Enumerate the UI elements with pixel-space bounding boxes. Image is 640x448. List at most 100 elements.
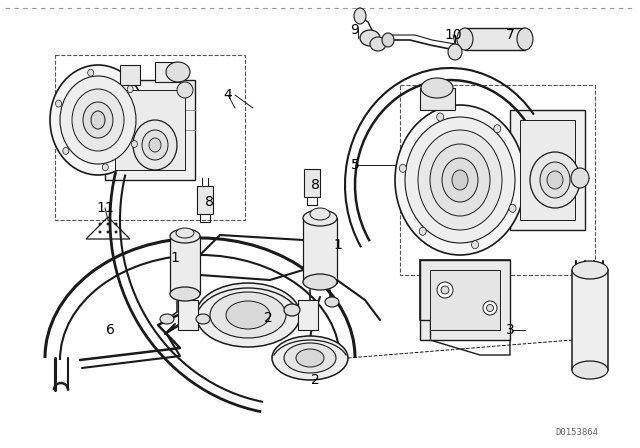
Ellipse shape bbox=[284, 343, 336, 373]
Ellipse shape bbox=[442, 158, 478, 202]
Text: 7: 7 bbox=[506, 28, 515, 42]
Ellipse shape bbox=[325, 297, 339, 307]
Ellipse shape bbox=[170, 287, 200, 301]
Text: 9: 9 bbox=[351, 23, 360, 37]
Bar bbox=[178, 300, 198, 330]
Ellipse shape bbox=[509, 204, 516, 212]
Ellipse shape bbox=[370, 37, 386, 51]
Ellipse shape bbox=[226, 301, 270, 329]
Ellipse shape bbox=[483, 301, 497, 315]
Bar bbox=[510, 110, 585, 230]
Text: 1: 1 bbox=[171, 251, 179, 265]
Bar bbox=[420, 260, 510, 340]
Ellipse shape bbox=[196, 314, 210, 324]
Ellipse shape bbox=[160, 314, 174, 324]
Text: 8: 8 bbox=[205, 195, 213, 209]
Ellipse shape bbox=[540, 162, 570, 198]
Text: 10: 10 bbox=[444, 28, 462, 42]
Text: 6: 6 bbox=[106, 323, 115, 337]
Bar bbox=[430, 270, 500, 330]
Ellipse shape bbox=[107, 231, 109, 233]
Ellipse shape bbox=[303, 210, 337, 226]
Ellipse shape bbox=[360, 30, 380, 46]
Text: 2: 2 bbox=[264, 311, 273, 325]
Ellipse shape bbox=[437, 282, 453, 298]
Ellipse shape bbox=[83, 102, 113, 138]
Ellipse shape bbox=[486, 305, 493, 311]
Ellipse shape bbox=[131, 141, 138, 147]
Ellipse shape bbox=[99, 223, 101, 225]
Ellipse shape bbox=[571, 168, 589, 188]
Text: 1: 1 bbox=[333, 238, 342, 252]
Ellipse shape bbox=[421, 78, 453, 98]
Bar bbox=[105, 80, 195, 180]
Bar bbox=[465, 28, 525, 50]
Ellipse shape bbox=[115, 231, 117, 233]
Bar bbox=[420, 88, 455, 110]
Bar bbox=[120, 65, 140, 85]
Ellipse shape bbox=[60, 76, 136, 164]
Ellipse shape bbox=[149, 138, 161, 152]
Ellipse shape bbox=[176, 228, 194, 238]
Ellipse shape bbox=[272, 336, 348, 380]
Text: 5: 5 bbox=[351, 158, 360, 172]
Ellipse shape bbox=[494, 125, 500, 133]
Ellipse shape bbox=[210, 292, 286, 338]
Ellipse shape bbox=[63, 147, 69, 155]
Bar bbox=[304, 169, 320, 197]
Ellipse shape bbox=[142, 130, 168, 160]
Ellipse shape bbox=[88, 69, 93, 76]
Ellipse shape bbox=[56, 100, 61, 107]
Ellipse shape bbox=[91, 111, 105, 129]
Ellipse shape bbox=[166, 62, 190, 82]
Ellipse shape bbox=[430, 144, 490, 216]
Text: 4: 4 bbox=[223, 88, 232, 102]
Bar bbox=[520, 120, 575, 220]
Ellipse shape bbox=[399, 164, 406, 172]
Text: 3: 3 bbox=[506, 323, 515, 337]
Bar bbox=[303, 218, 337, 283]
Ellipse shape bbox=[115, 223, 117, 225]
Ellipse shape bbox=[196, 283, 300, 347]
Ellipse shape bbox=[296, 349, 324, 367]
Ellipse shape bbox=[170, 229, 200, 243]
Ellipse shape bbox=[310, 208, 330, 220]
Ellipse shape bbox=[99, 231, 101, 233]
Ellipse shape bbox=[303, 274, 337, 290]
Ellipse shape bbox=[107, 223, 109, 225]
Bar bbox=[170, 236, 200, 294]
Bar bbox=[155, 62, 180, 82]
Ellipse shape bbox=[72, 89, 124, 151]
Ellipse shape bbox=[472, 241, 479, 249]
Ellipse shape bbox=[448, 44, 462, 60]
Bar bbox=[115, 90, 185, 170]
Ellipse shape bbox=[50, 65, 146, 175]
Ellipse shape bbox=[530, 152, 580, 208]
Text: D0153864: D0153864 bbox=[555, 427, 598, 436]
Ellipse shape bbox=[127, 86, 133, 93]
Ellipse shape bbox=[547, 171, 563, 189]
Ellipse shape bbox=[102, 164, 108, 171]
Bar bbox=[298, 300, 318, 330]
Ellipse shape bbox=[405, 117, 515, 243]
Ellipse shape bbox=[395, 105, 525, 255]
Ellipse shape bbox=[133, 120, 177, 170]
Bar bbox=[197, 186, 213, 214]
Ellipse shape bbox=[382, 33, 394, 47]
Ellipse shape bbox=[441, 286, 449, 294]
Bar bbox=[572, 270, 608, 370]
Ellipse shape bbox=[284, 304, 300, 316]
Text: 8: 8 bbox=[310, 178, 319, 192]
Ellipse shape bbox=[418, 130, 502, 230]
Ellipse shape bbox=[572, 361, 608, 379]
Text: 2: 2 bbox=[310, 373, 319, 387]
Ellipse shape bbox=[354, 8, 366, 24]
Ellipse shape bbox=[452, 170, 468, 190]
Ellipse shape bbox=[177, 82, 193, 98]
Ellipse shape bbox=[457, 28, 473, 50]
Ellipse shape bbox=[419, 227, 426, 235]
Text: 11: 11 bbox=[96, 201, 114, 215]
Ellipse shape bbox=[436, 113, 444, 121]
Ellipse shape bbox=[572, 261, 608, 279]
Ellipse shape bbox=[517, 28, 533, 50]
